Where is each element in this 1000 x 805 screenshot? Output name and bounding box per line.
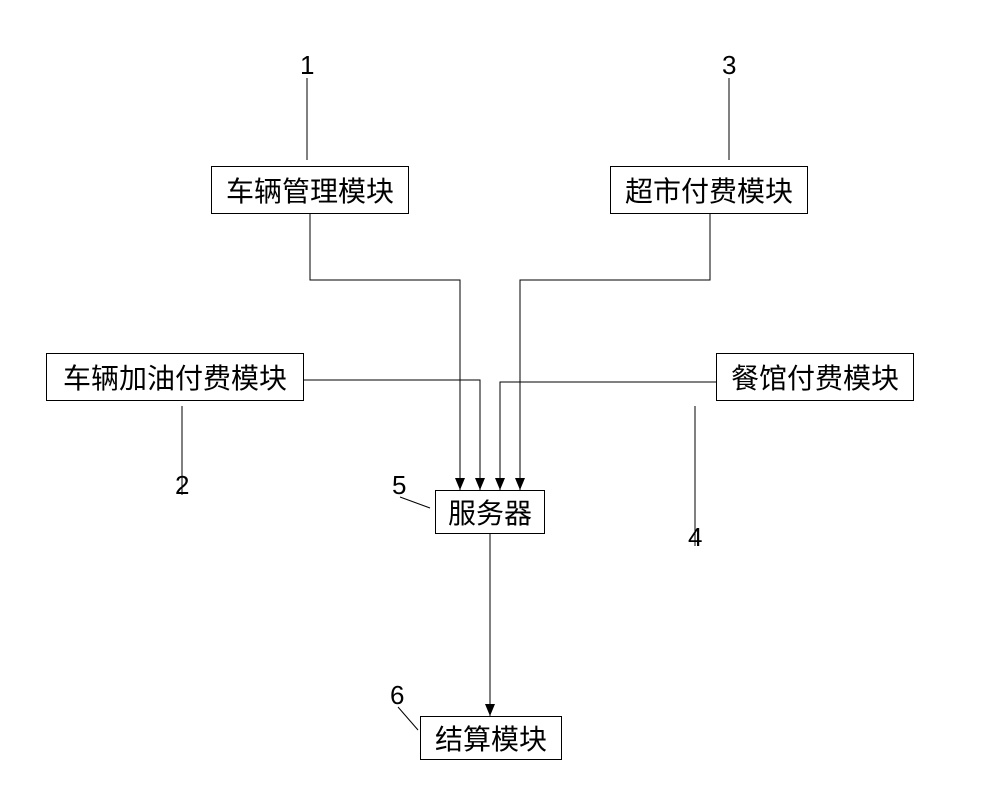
callout-label-4: 4 <box>688 522 702 553</box>
node-label: 超市付费模块 <box>625 170 793 210</box>
callout-label-1: 1 <box>300 50 314 81</box>
diagram-canvas: 车辆管理模块 车辆加油付费模块 超市付费模块 餐馆付费模块 服务器 结算模块 1… <box>0 0 1000 805</box>
node-label: 结算模块 <box>435 718 547 758</box>
node-label: 车辆加油付费模块 <box>63 357 287 397</box>
callout-label-6: 6 <box>390 680 404 711</box>
node-restaurant-payment: 餐馆付费模块 <box>716 353 914 401</box>
node-label: 车辆管理模块 <box>226 170 394 210</box>
node-settlement: 结算模块 <box>420 716 562 760</box>
callout-label-2: 2 <box>175 470 189 501</box>
node-vehicle-refuel-payment: 车辆加油付费模块 <box>46 353 304 401</box>
callout-label-5: 5 <box>392 470 406 501</box>
node-label: 餐馆付费模块 <box>731 357 899 397</box>
node-supermarket-payment: 超市付费模块 <box>610 166 808 214</box>
node-vehicle-management: 车辆管理模块 <box>211 166 409 214</box>
node-label: 服务器 <box>448 492 532 532</box>
callout-label-3: 3 <box>722 50 736 81</box>
node-server: 服务器 <box>435 490 545 534</box>
connectors-layer <box>0 0 1000 805</box>
